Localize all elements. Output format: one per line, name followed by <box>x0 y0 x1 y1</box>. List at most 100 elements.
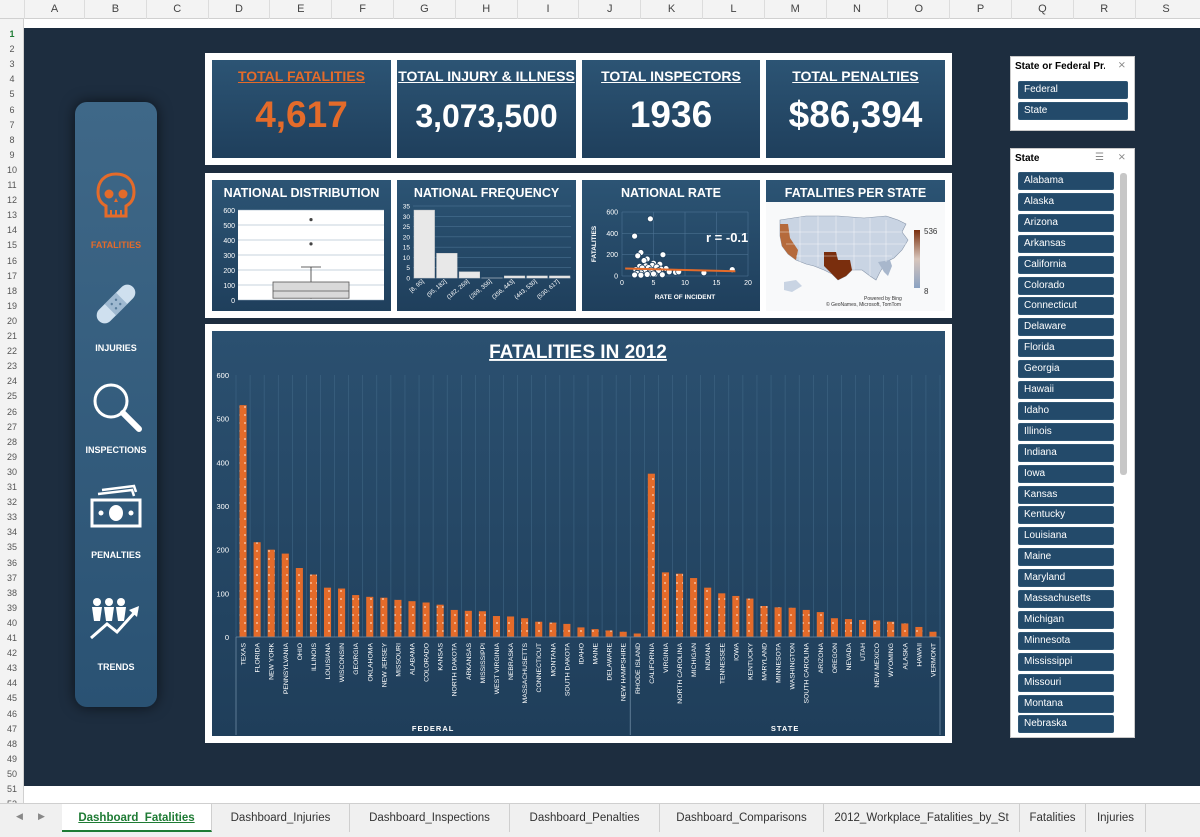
fatalities-per-state-card[interactable]: FATALITIES PER STATE 536 8 Powered by Bi… <box>766 180 945 311</box>
slicer-item-iowa[interactable]: Iowa <box>1018 464 1114 483</box>
row-header[interactable]: 36 <box>6 557 17 568</box>
row-header[interactable]: 11 <box>7 180 17 190</box>
slicer-item-florida[interactable]: Florida <box>1018 339 1114 358</box>
slicer-item-state[interactable]: State <box>1018 102 1128 120</box>
row-header[interactable]: 30 <box>6 466 17 477</box>
slicer-item-minnesota[interactable]: Minnesota <box>1018 631 1114 650</box>
tab-scroll-right-icon[interactable]: ▶ <box>38 811 45 821</box>
column-header[interactable]: N <box>825 0 888 19</box>
row-header[interactable]: 15 <box>6 240 17 251</box>
slicer-item-montana[interactable]: Montana <box>1018 694 1114 713</box>
slicer-item-missouri[interactable]: Missouri <box>1018 673 1114 692</box>
national-rate-card[interactable]: NATIONAL RATE 0 200 400 600 0 5 10 15 20 RATE OF … <box>582 180 760 311</box>
row-header[interactable]: 40 <box>6 617 17 628</box>
slicer-item-connecticut[interactable]: Connecticut <box>1018 297 1114 316</box>
slicer-item-kansas[interactable]: Kansas <box>1018 485 1114 504</box>
sheet-tab[interactable]: Dashboard_Injuries <box>212 804 350 832</box>
row-header[interactable]: 41 <box>6 633 17 643</box>
slicer-item-arkansas[interactable]: Arkansas <box>1018 234 1114 253</box>
row-header[interactable]: 43 <box>6 663 17 674</box>
sheet-tab[interactable]: Dashboard_Fatalities <box>62 804 212 832</box>
column-header[interactable]: S <box>1134 0 1197 19</box>
row-header[interactable]: 25 <box>6 391 17 402</box>
row-header[interactable]: 20 <box>6 315 17 326</box>
national-distribution-card[interactable]: NATIONAL DISTRIBUTION 0 100 200 300 400 500 60… <box>212 180 391 311</box>
row-header[interactable]: 31 <box>6 482 17 492</box>
row-header[interactable]: 27 <box>6 421 17 432</box>
slicer-item-idaho[interactable]: Idaho <box>1018 401 1114 420</box>
slicer-item-mississippi[interactable]: Mississippi <box>1018 652 1114 671</box>
column-header[interactable]: O <box>887 0 949 19</box>
slicer-item-kentucky[interactable]: Kentucky <box>1018 506 1114 525</box>
row-header[interactable]: 16 <box>6 255 17 266</box>
fatalities-2012-card[interactable]: FATALITIES IN 2012 0 100 200 300 400 500 600 TEX… <box>212 331 945 736</box>
row-header[interactable]: 1 <box>9 29 15 39</box>
row-header[interactable]: 46 <box>6 708 17 719</box>
slicer-item-georgia[interactable]: Georgia <box>1018 360 1114 379</box>
row-header[interactable]: 38 <box>6 587 17 598</box>
slicer-item-indiana[interactable]: Indiana <box>1018 443 1114 462</box>
row-header[interactable]: 13 <box>6 210 17 221</box>
sheet-tab[interactable]: Fatalities <box>1020 804 1086 832</box>
row-header[interactable]: 37 <box>6 572 17 583</box>
slicer-item-hawaii[interactable]: Hawaii <box>1018 381 1114 399</box>
slicer-item-delaware[interactable]: Delaware <box>1018 318 1114 337</box>
row-header[interactable]: 24 <box>6 376 17 387</box>
nav-item-penalties[interactable]: PENALTIES <box>75 484 157 574</box>
slicer-item-colorado[interactable]: Colorado <box>1018 276 1114 295</box>
row-header[interactable]: 48 <box>6 738 17 749</box>
row-header[interactable]: 4 <box>9 74 15 85</box>
row-header[interactable]: 9 <box>9 149 15 160</box>
row-header[interactable]: 33 <box>6 512 17 523</box>
row-header[interactable]: 7 <box>9 119 15 130</box>
sheet-tab[interactable]: Injuries <box>1086 804 1146 832</box>
national-frequency-card[interactable]: NATIONAL FREQUENCY 0 5 10 15 20 25 30 35 [8, 95]… <box>397 180 576 311</box>
slicer-item-illinois[interactable]: Illinois <box>1018 422 1114 441</box>
row-header[interactable]: 12 <box>6 195 17 206</box>
row-header[interactable]: 51 <box>6 784 17 794</box>
row-header[interactable]: 50 <box>6 768 17 779</box>
row-header[interactable]: 17 <box>6 270 17 281</box>
multi-select-icon[interactable]: ☰ <box>1095 152 1104 163</box>
sheet-tab[interactable]: Dashboard_Penalties <box>510 804 660 832</box>
slicer-item-massachusetts[interactable]: Massachusetts <box>1018 590 1114 608</box>
row-header[interactable]: 45 <box>6 693 17 704</box>
column-header[interactable]: B <box>84 0 146 19</box>
column-header[interactable]: K <box>640 0 702 19</box>
row-header[interactable]: 18 <box>6 285 17 296</box>
row-header[interactable]: 14 <box>6 225 17 236</box>
column-header[interactable]: L <box>702 0 764 19</box>
slicer-item-arizona[interactable]: Arizona <box>1018 213 1114 232</box>
column-header[interactable]: R <box>1072 0 1135 19</box>
slicer-item-federal[interactable]: Federal <box>1018 81 1128 99</box>
row-header[interactable]: 26 <box>6 406 17 417</box>
row-header[interactable]: 28 <box>6 436 17 447</box>
column-header[interactable]: J <box>578 0 640 19</box>
slicer-item-michigan[interactable]: Michigan <box>1018 610 1114 629</box>
nav-item-trends[interactable]: TRENDS <box>75 594 157 684</box>
nav-item-injuries[interactable]: INJURIES <box>75 277 157 367</box>
row-header[interactable]: 21 <box>6 331 17 341</box>
sheet-tab[interactable]: 2012_Workplace_Fatalities_by_St <box>824 804 1020 832</box>
column-header[interactable]: P <box>949 0 1011 19</box>
column-header[interactable]: F <box>331 0 393 19</box>
slicer-item-maine[interactable]: Maine <box>1018 548 1114 567</box>
row-header[interactable]: 39 <box>6 602 17 613</box>
row-header[interactable]: 10 <box>6 164 17 175</box>
column-header[interactable]: E <box>269 0 331 19</box>
column-header[interactable]: H <box>454 0 517 19</box>
clear-filter-icon[interactable]: ⨯ <box>1117 60 1126 71</box>
slicer-item-california[interactable]: California <box>1018 255 1114 274</box>
nav-item-inspections[interactable]: INSPECTIONS <box>75 379 157 469</box>
tab-scroll-left-icon[interactable]: ◀ <box>16 811 23 821</box>
row-header[interactable]: 35 <box>6 542 17 553</box>
column-header[interactable]: I <box>516 0 579 19</box>
row-header[interactable]: 29 <box>6 451 17 462</box>
column-header[interactable]: A <box>24 0 84 19</box>
slicer-item-nebraska[interactable]: Nebraska <box>1018 715 1114 734</box>
column-header[interactable]: C <box>145 0 208 19</box>
column-header[interactable]: M <box>763 0 826 19</box>
row-header[interactable]: 3 <box>9 59 15 70</box>
row-header[interactable]: 32 <box>6 497 17 508</box>
sheet-tab[interactable]: Dashboard_Comparisons <box>660 804 824 832</box>
